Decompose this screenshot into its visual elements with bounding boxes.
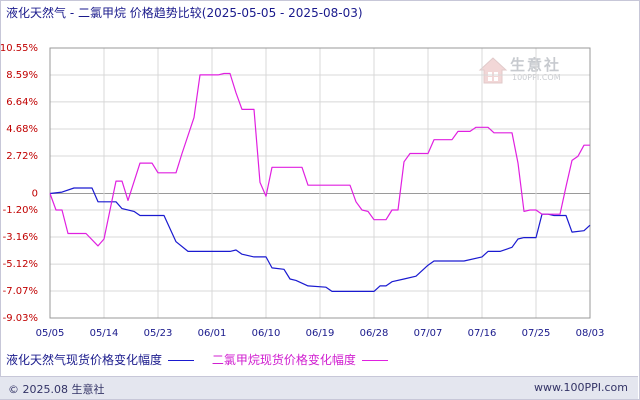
x-tick-label: 06/19: [306, 328, 335, 339]
x-tick-label: 08/03: [576, 328, 605, 339]
legend: 液化天然气现货价格变化幅度 二氯甲烷现货价格变化幅度: [6, 351, 402, 368]
legend-label-series2: 二氯甲烷现货价格变化幅度: [211, 353, 356, 367]
house-logo-icon: [478, 57, 508, 84]
footer-copyright: © 2025.08 生意社: [8, 383, 105, 396]
legend-swatch-series1: [168, 360, 195, 361]
x-tick-label: 05/23: [144, 328, 173, 339]
y-tick-label: -9.03%: [3, 313, 38, 324]
footer-url: www.100PPI.com: [534, 381, 628, 394]
y-tick-label: 10.55%: [0, 43, 38, 54]
series-line-1: [49, 187, 591, 292]
y-tick-label: 0: [32, 188, 38, 199]
legend-swatch-series2: [361, 360, 388, 361]
y-tick-label: 8.59%: [6, 70, 38, 81]
y-tick-label: 6.64%: [6, 97, 38, 108]
y-tick-label: -7.07%: [3, 286, 38, 297]
x-tick-labels: 05/05 05/14 05/23 06/01 06/10 06/19 06/28 07/07…: [36, 328, 605, 339]
x-tick-label: 07/16: [468, 328, 497, 339]
x-tick-label: 06/10: [252, 328, 281, 339]
y-tick-label: -3.16%: [3, 232, 38, 243]
plot-border: [49, 47, 591, 319]
x-tick-label: 07/25: [522, 328, 551, 339]
x-tick-label: 06/01: [198, 328, 227, 339]
legend-item-series2: 二氯甲烷现货价格变化幅度: [212, 351, 388, 368]
legend-item-series1: 液化天然气现货价格变化幅度: [6, 351, 195, 368]
chart-title-range: (2025-05-05 - 2025-08-03): [201, 6, 363, 20]
chart-title: 液化天然气 - 二氯甲烷 价格趋势比较(2025-05-05 - 2025-08…: [6, 4, 363, 21]
y-tick-labels: 10.55% 8.59% 6.64% 4.68% 2.72% 0 -1.20% -3.16% -…: [0, 43, 38, 324]
y-tick-label: -5.12%: [3, 259, 38, 270]
y-tick-label: 2.72%: [6, 151, 38, 162]
footer-bar: © 2025.08 生意社 www.100PPI.com: [0, 376, 638, 399]
grid-layer: [49, 47, 591, 319]
series-line-2: [49, 72, 590, 247]
axis-layer: [49, 47, 591, 319]
series-layer: [49, 72, 591, 292]
x-tick-label: 05/05: [36, 328, 65, 339]
x-tick-label: 07/07: [414, 328, 443, 339]
y-tick-label: 4.68%: [6, 124, 38, 135]
chart-title-main: 液化天然气 - 二氯甲烷 价格趋势比较: [6, 6, 202, 20]
y-tick-label: -1.20%: [3, 205, 38, 216]
x-tick-label: 05/14: [90, 328, 119, 339]
legend-label-series1: 液化天然气现货价格变化幅度: [6, 353, 163, 367]
watermark-brand: 生意社: [510, 56, 562, 74]
x-tick-label: 06/28: [360, 328, 389, 339]
